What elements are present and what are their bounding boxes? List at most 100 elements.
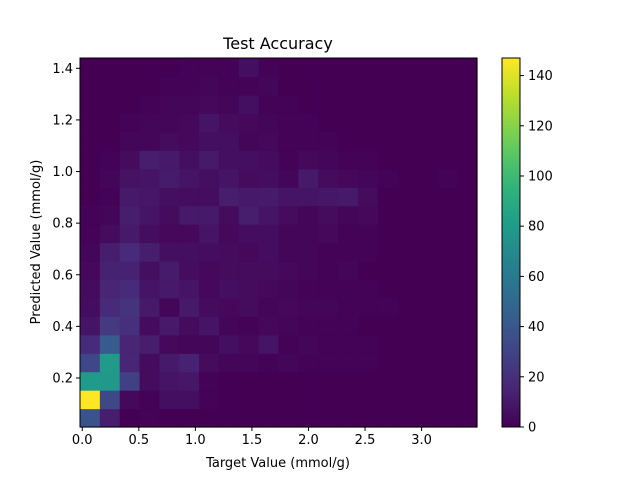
heatmap-cell xyxy=(179,168,200,188)
heatmap-cell xyxy=(397,371,419,391)
heatmap-cell xyxy=(80,113,101,133)
heatmap-cell xyxy=(139,150,160,170)
heatmap-cell xyxy=(159,279,180,299)
heatmap-cell xyxy=(457,334,478,354)
heatmap-cell xyxy=(139,187,160,207)
heatmap-cell xyxy=(99,353,121,373)
heatmap-cell xyxy=(238,224,260,244)
heatmap-cell xyxy=(80,353,101,373)
colorbar-tick-label: 20 xyxy=(528,370,545,385)
heatmap-cell xyxy=(238,187,260,207)
y-axis: 0.2 0.4 0.6 0.8 1.0 1.2 1.4 xyxy=(52,62,80,386)
x-tick-label: 1.5 xyxy=(242,433,263,448)
heatmap-cell xyxy=(457,297,478,317)
heatmap-cell xyxy=(99,316,121,336)
heatmap-cell xyxy=(99,334,121,354)
heatmap-cell xyxy=(218,242,240,262)
heatmap-cell xyxy=(417,131,438,151)
heatmap-cell xyxy=(437,187,458,207)
heatmap-cell xyxy=(457,279,478,299)
heatmap-cell xyxy=(278,76,299,96)
heatmap-cell xyxy=(298,353,319,373)
heatmap-cell xyxy=(457,113,478,133)
heatmap-cell xyxy=(357,150,379,170)
heatmap-cell xyxy=(377,353,399,373)
heatmap-cell xyxy=(338,58,359,78)
heatmap-cell xyxy=(238,316,260,336)
heatmap-cell xyxy=(258,297,280,317)
heatmap-cell xyxy=(338,297,359,317)
heatmap-cell xyxy=(377,187,399,207)
heatmap-cell xyxy=(397,242,419,262)
heatmap-cell xyxy=(437,168,458,188)
heatmap-cell xyxy=(338,316,359,336)
heatmap-cell xyxy=(159,224,180,244)
heatmap-cell xyxy=(318,131,339,151)
heatmap-cell xyxy=(417,187,438,207)
heatmap-cell xyxy=(99,260,121,280)
heatmap-cell xyxy=(80,187,101,207)
heatmap-cell xyxy=(238,390,260,410)
heatmap-cell xyxy=(457,205,478,225)
heatmap-cell xyxy=(119,113,141,133)
heatmap-cell xyxy=(179,76,200,96)
heatmap-cell xyxy=(80,390,101,410)
heatmap-cell xyxy=(139,408,160,428)
heatmap-cell xyxy=(318,390,339,410)
heatmap-cell xyxy=(457,390,478,410)
colorbar-tick-label: 100 xyxy=(528,169,553,184)
colorbar xyxy=(501,57,521,428)
heatmap-cell xyxy=(119,353,141,373)
heatmap-cell xyxy=(159,260,180,280)
heatmap-cell xyxy=(357,58,379,78)
heatmap-cell xyxy=(139,168,160,188)
heatmap-cell xyxy=(457,150,478,170)
heatmap-cell xyxy=(278,113,299,133)
heatmap-cell xyxy=(278,224,299,244)
heatmap-cell xyxy=(338,334,359,354)
heatmap-cell xyxy=(179,131,200,151)
heatmap-cell xyxy=(318,316,339,336)
heatmap-cell xyxy=(99,168,121,188)
heatmap-cell xyxy=(139,316,160,336)
heatmap-cell xyxy=(238,408,260,428)
heatmap-cell xyxy=(159,187,180,207)
heatmap-cell xyxy=(417,371,438,391)
heatmap-cell xyxy=(80,371,101,391)
heatmap-cell xyxy=(457,316,478,336)
heatmap-cell xyxy=(318,260,339,280)
heatmap-cell xyxy=(238,113,260,133)
heatmap-cell xyxy=(258,353,280,373)
heatmap-cell xyxy=(318,168,339,188)
heatmap-cell xyxy=(417,58,438,78)
heatmap-cell xyxy=(417,279,438,299)
heatmap-cell xyxy=(318,371,339,391)
heatmap-cell xyxy=(397,187,419,207)
heatmap-cell xyxy=(139,224,160,244)
chart-title: Test Accuracy xyxy=(222,34,333,53)
heatmap-cell xyxy=(318,113,339,133)
heatmap-cell xyxy=(119,168,141,188)
heatmap-cell xyxy=(298,150,319,170)
heatmap-cell xyxy=(338,279,359,299)
heatmap-cell xyxy=(159,316,180,336)
heatmap-cell xyxy=(80,260,101,280)
heatmap-cell xyxy=(437,131,458,151)
heatmap-cell xyxy=(119,94,141,114)
heatmap-cell xyxy=(258,168,280,188)
heatmap-cell xyxy=(397,316,419,336)
heatmap-cell xyxy=(298,187,319,207)
heatmap-cell xyxy=(437,334,458,354)
heatmap-cell xyxy=(179,371,200,391)
heatmap-cell xyxy=(437,113,458,133)
heatmap-cell xyxy=(179,242,200,262)
heatmap-cell xyxy=(199,408,220,428)
heatmap-cell xyxy=(80,131,101,151)
heatmap-cell xyxy=(318,242,339,262)
heatmap-cell xyxy=(457,76,478,96)
heatmap-cell xyxy=(199,279,220,299)
heatmap-cell xyxy=(159,113,180,133)
heatmap-cell xyxy=(357,168,379,188)
heatmap-cell xyxy=(99,150,121,170)
heatmap-cell xyxy=(119,131,141,151)
